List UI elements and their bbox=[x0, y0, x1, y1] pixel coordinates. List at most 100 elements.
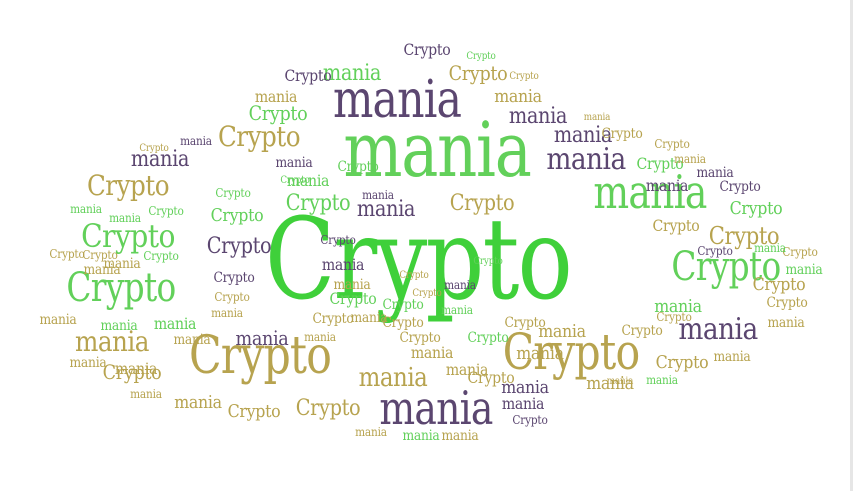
word-mania: mania bbox=[445, 360, 489, 379]
word-crypto: Crypto bbox=[214, 290, 250, 304]
word-crypto: Crypto bbox=[403, 40, 451, 59]
word-crypto: Crypto bbox=[102, 360, 162, 384]
word-crypto: Crypto bbox=[295, 396, 361, 421]
word-crypto: Crypto bbox=[213, 270, 255, 286]
word-mania: mania bbox=[83, 262, 121, 278]
word-crypto: Crypto bbox=[217, 120, 301, 153]
word-crypto: Crypto bbox=[697, 244, 733, 258]
word-mania: mania bbox=[441, 303, 473, 317]
word-crypto: Crypto bbox=[248, 101, 308, 125]
word-mania: mania bbox=[69, 355, 107, 371]
word-crypto: Crypto bbox=[655, 352, 709, 373]
word-mania: mania bbox=[343, 105, 531, 194]
word-crypto: Crypto bbox=[148, 204, 184, 218]
word-mania: mania bbox=[713, 349, 751, 365]
word-crypto: Crypto bbox=[49, 247, 85, 261]
word-mania: mania bbox=[553, 123, 613, 148]
word-mania: mania bbox=[173, 332, 211, 348]
word-mania: mania bbox=[767, 315, 805, 331]
word-mania: mania bbox=[114, 359, 158, 378]
word-crypto: Crypto bbox=[729, 198, 783, 219]
word-mania: mania bbox=[538, 321, 586, 342]
word-crypto: Crypto bbox=[188, 326, 332, 386]
word-mania: mania bbox=[103, 256, 141, 272]
word-mania: mania bbox=[356, 197, 416, 222]
word-mania: mania bbox=[39, 312, 77, 328]
word-mania: mania bbox=[606, 376, 634, 387]
word-mania: mania bbox=[304, 330, 336, 344]
word-mania: mania bbox=[379, 381, 493, 435]
word-mania: mania bbox=[350, 310, 388, 326]
word-crypto: Crypto bbox=[264, 195, 573, 325]
word-crypto: Crypto bbox=[512, 413, 548, 427]
word-mania: mania bbox=[355, 425, 387, 439]
word-crypto: Crypto bbox=[210, 205, 264, 226]
word-mania: mania bbox=[333, 277, 371, 293]
word-mania: mania bbox=[358, 363, 428, 393]
word-mania: mania bbox=[275, 155, 313, 171]
word-mania: mania bbox=[286, 171, 330, 190]
word-mania: mania bbox=[100, 318, 138, 334]
word-crypto: Crypto bbox=[654, 137, 690, 151]
word-mania: mania bbox=[174, 392, 222, 413]
word-mania: mania bbox=[678, 312, 758, 347]
word-crypto: Crypto bbox=[312, 311, 354, 327]
word-crypto: Crypto bbox=[708, 222, 780, 250]
word-crypto: Crypto bbox=[337, 159, 379, 175]
word-mania: mania bbox=[785, 262, 823, 278]
word-mania: mania bbox=[130, 387, 162, 401]
word-mania: mania bbox=[696, 165, 734, 181]
word-crypto: Crypto bbox=[320, 233, 356, 247]
word-crypto: Crypto bbox=[81, 217, 175, 255]
word-crypto: Crypto bbox=[671, 244, 781, 290]
word-mania: mania bbox=[516, 343, 564, 364]
word-mania: mania bbox=[674, 152, 706, 166]
word-crypto: Crypto bbox=[143, 249, 179, 263]
word-crypto: Crypto bbox=[766, 295, 808, 311]
word-mania: mania bbox=[645, 176, 689, 195]
word-crypto: Crypto bbox=[466, 51, 496, 62]
word-mania: mania bbox=[153, 314, 197, 333]
word-crypto: Crypto bbox=[66, 265, 176, 311]
word-mania: mania bbox=[402, 428, 440, 444]
word-crypto: Crypto bbox=[504, 315, 546, 331]
word-crypto: Crypto bbox=[752, 274, 806, 295]
word-crypto: Crypto bbox=[502, 323, 640, 381]
word-crypto: Crypto bbox=[656, 310, 692, 324]
word-crypto: Crypto bbox=[86, 169, 170, 202]
word-crypto: Crypto bbox=[284, 66, 332, 85]
word-mania: mania bbox=[321, 255, 365, 274]
word-crypto: Crypto bbox=[399, 330, 441, 346]
word-mania: mania bbox=[508, 104, 568, 129]
word-crypto: Crypto bbox=[467, 330, 509, 346]
word-crypto: Crypto bbox=[280, 175, 310, 186]
word-crypto: Crypto bbox=[399, 270, 429, 281]
word-mania: mania bbox=[254, 87, 298, 106]
word-mania: mania bbox=[441, 428, 479, 444]
word-mania: mania bbox=[211, 306, 243, 320]
word-mania: mania bbox=[362, 188, 394, 202]
word-mania: mania bbox=[494, 86, 542, 107]
word-crypto: Crypto bbox=[601, 126, 643, 142]
word-crypto: Crypto bbox=[382, 297, 424, 313]
word-mania: mania bbox=[546, 142, 626, 177]
word-crypto: Crypto bbox=[329, 289, 377, 308]
word-crypto: Crypto bbox=[636, 154, 684, 173]
word-mania: mania bbox=[74, 325, 150, 358]
page-edge bbox=[850, 0, 853, 491]
word-crypto: Crypto bbox=[139, 143, 169, 154]
word-mania: mania bbox=[444, 278, 476, 292]
word-crypto: Crypto bbox=[382, 315, 424, 331]
word-mania: mania bbox=[180, 134, 212, 148]
word-mania: mania bbox=[130, 147, 190, 172]
word-mania: mania bbox=[583, 112, 611, 123]
word-mania: mania bbox=[410, 343, 454, 362]
word-mania: mania bbox=[654, 296, 702, 317]
word-mania: mania bbox=[322, 61, 382, 86]
word-crypto: Crypto bbox=[621, 323, 663, 339]
word-mania: mania bbox=[754, 241, 786, 255]
word-crypto: Crypto bbox=[652, 216, 700, 235]
word-crypto: Crypto bbox=[412, 288, 442, 299]
word-crypto: Crypto bbox=[206, 234, 272, 259]
